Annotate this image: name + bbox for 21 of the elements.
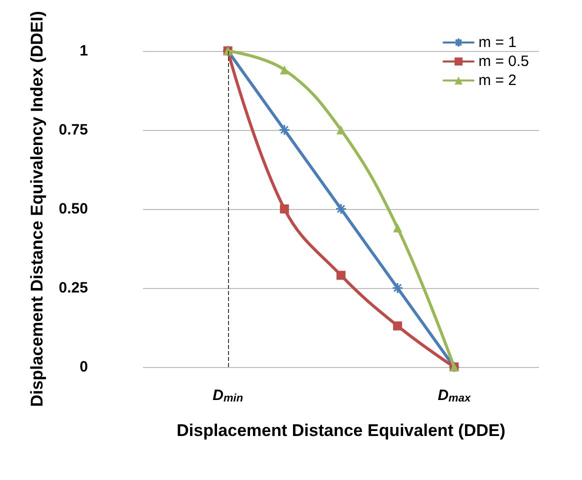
point — [335, 203, 347, 215]
x-tick-label: Dmin — [212, 387, 244, 404]
y-tick-label: 0.50 — [58, 200, 88, 218]
point — [280, 65, 289, 74]
point — [392, 282, 404, 294]
legend-label: m = 2 — [478, 72, 516, 89]
x-axis-title: Displacement Distance Equivalent (DDE) — [176, 421, 506, 440]
x-tick-label: Dmax — [438, 387, 472, 404]
point — [393, 321, 402, 330]
point — [280, 204, 289, 214]
legend-label: m = 0.5 — [478, 53, 530, 70]
y-tick-label: 0.75 — [58, 121, 88, 138]
y-tick-label: 1 — [80, 42, 88, 60]
point — [336, 270, 346, 280]
y-tick-label: 0 — [80, 358, 88, 376]
point — [278, 124, 290, 136]
point — [393, 223, 402, 232]
point — [336, 125, 346, 134]
legend-label: m = 1 — [478, 34, 516, 51]
y-tick-label: 0.25 — [58, 279, 88, 296]
y-axis-title: Displacement Distance Equivalency Index (DDEI) — [27, 10, 46, 407]
